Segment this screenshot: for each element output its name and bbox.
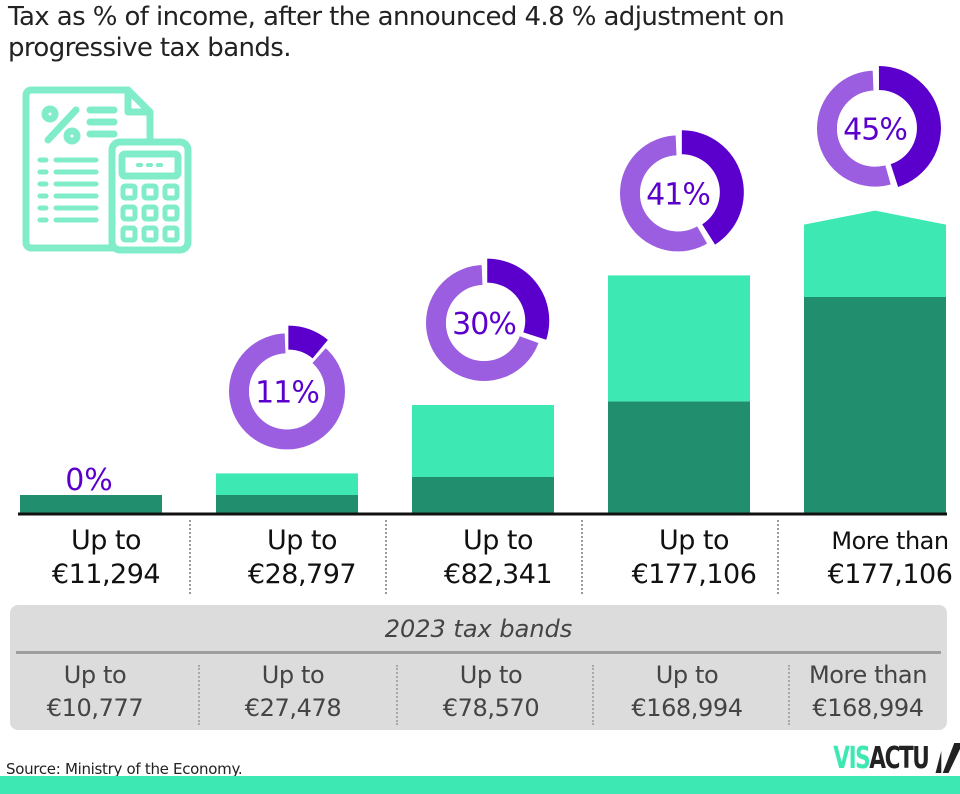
band-qualifier: Up to	[70, 525, 142, 556]
band-threshold: €82,341	[443, 559, 553, 590]
donut-tax-slice	[288, 325, 328, 359]
bar-lower-bands	[412, 477, 554, 513]
band-qualifier: More than	[831, 527, 949, 555]
bar-current-band	[412, 405, 554, 477]
new-tax-band-label: Up to €82,341	[402, 524, 594, 592]
rate-label: 41%	[646, 177, 710, 212]
bottom-brand-strip	[0, 776, 960, 794]
bar-current-band	[216, 473, 358, 495]
2023-tax-bands-divider	[16, 651, 941, 654]
band-qualifier: Up to	[266, 525, 338, 556]
bar-current-band	[804, 210, 946, 297]
new-tax-band-label: Up to €11,294	[10, 524, 202, 592]
source-note: Source: Ministry of the Economy.	[6, 760, 243, 778]
visactu-logo: VIS ACTU	[833, 740, 960, 776]
tax-calculator-icon	[20, 82, 195, 257]
band-qualifier: Up to	[261, 661, 325, 689]
band-threshold: €168,994	[812, 694, 924, 722]
old-tax-band-label: Up to €168,994	[592, 659, 782, 725]
column-separator	[592, 665, 594, 725]
band-qualifier: More than	[808, 661, 928, 689]
band-qualifier: Up to	[459, 661, 523, 689]
logo-part-actu: ACTU	[869, 740, 930, 776]
logo-mark-icon	[935, 743, 960, 773]
rate-label: 11%	[255, 375, 319, 410]
band-threshold: €28,797	[247, 559, 357, 590]
column-separator	[385, 520, 387, 594]
band-threshold: €11,294	[51, 559, 161, 590]
rate-donut: 30%	[426, 258, 550, 381]
chart-title: Tax as % of income, after the announced …	[8, 2, 785, 63]
band-threshold: €177,106	[827, 559, 953, 590]
band-threshold: €10,777	[46, 694, 144, 722]
rate-label: 30%	[452, 307, 516, 342]
new-tax-band-label: Up to €28,797	[206, 524, 398, 592]
rate-donut: 11%	[229, 325, 345, 450]
rate-label: 45%	[843, 113, 907, 148]
donut-tax-slice	[878, 65, 941, 187]
old-tax-band-label: Up to €10,777	[10, 659, 180, 725]
column-separator	[581, 520, 583, 594]
band-threshold: €168,994	[631, 694, 743, 722]
rate-donut: 45%	[817, 65, 941, 187]
old-tax-band-label: More than €168,994	[788, 659, 948, 725]
band-qualifier: Up to	[63, 661, 127, 689]
2023-tax-bands-title: 2023 tax bands	[384, 615, 573, 643]
column-separator	[396, 665, 398, 725]
column-separator	[788, 665, 790, 725]
band-threshold: €78,570	[442, 694, 540, 722]
bar-lower-bands	[804, 297, 946, 513]
column-separator	[777, 520, 779, 594]
donut-tax-slice	[681, 130, 744, 245]
band-threshold: €27,478	[244, 694, 342, 722]
band-qualifier: Up to	[658, 525, 730, 556]
column-separator	[198, 665, 200, 725]
bar-current-band	[608, 275, 750, 402]
2023-tax-bands-panel: 2023 tax bands Up to €10,777 Up to €27,478 U…	[10, 605, 947, 730]
new-tax-band-label: Up to €177,106	[598, 524, 790, 592]
band-qualifier: Up to	[462, 525, 534, 556]
bar-lower-bands	[608, 401, 750, 513]
bar-lower-bands	[20, 495, 162, 513]
band-qualifier: Up to	[655, 661, 719, 689]
logo-part-vis: VIS	[833, 740, 870, 776]
rate-label: 0%	[65, 463, 113, 498]
bar-lower-bands	[216, 495, 358, 513]
old-tax-band-label: Up to €27,478	[198, 659, 388, 725]
rate-donut: 41%	[620, 130, 744, 252]
band-threshold: €177,106	[631, 559, 757, 590]
new-tax-band-label: More than €177,106	[794, 524, 960, 592]
column-separator	[189, 520, 191, 594]
donut-tax-slice	[487, 258, 550, 340]
old-tax-band-label: Up to €78,570	[396, 659, 586, 725]
tax-rate-chart: 0% 11% 30% 41% 45%	[18, 65, 947, 516]
